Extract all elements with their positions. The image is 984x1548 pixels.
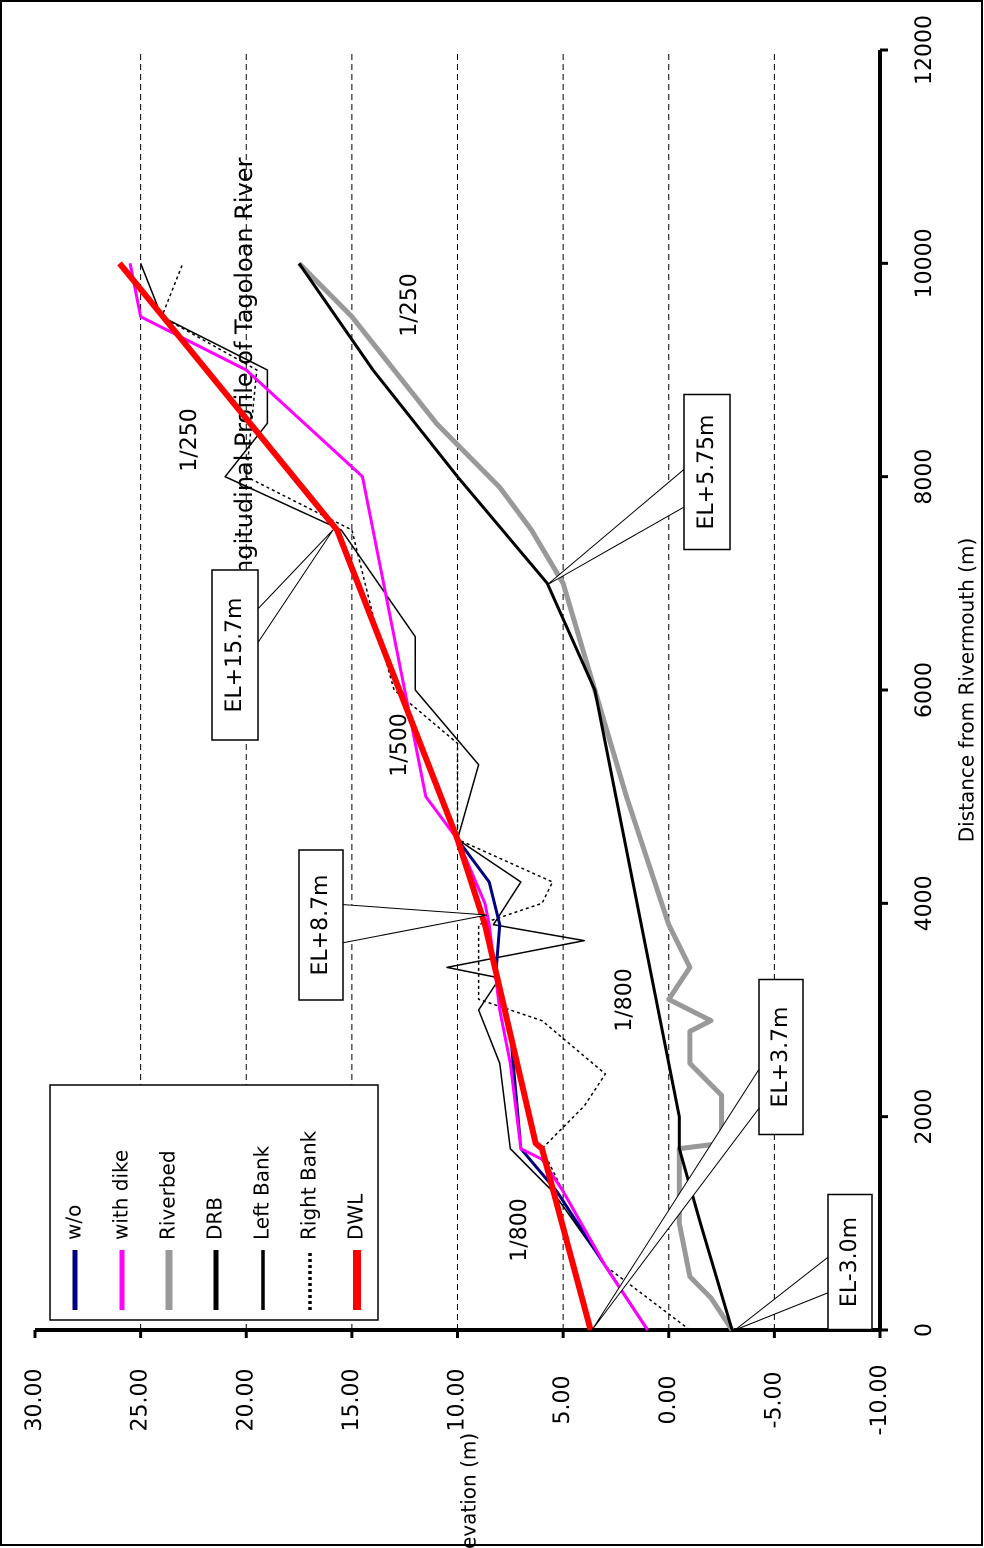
x-tick-label: 6000 bbox=[912, 662, 937, 718]
y-tick-label: 20.00 bbox=[233, 1369, 258, 1432]
data-line bbox=[297, 261, 735, 1332]
callout-pointer bbox=[591, 1033, 782, 1331]
x-tick-label: 0 bbox=[912, 1323, 937, 1337]
chart-title: Longitudinal Profile of Tagoloan River bbox=[230, 157, 258, 602]
callout-pointer bbox=[320, 902, 488, 948]
slope-label: 1/800 bbox=[612, 968, 637, 1031]
callout-box bbox=[683, 393, 731, 551]
legend-label: with dike bbox=[109, 1150, 133, 1240]
legend-label: Riverbed bbox=[156, 1150, 180, 1240]
x-tick-label: 4000 bbox=[912, 875, 937, 931]
y-tick-label: 0.00 bbox=[656, 1376, 681, 1425]
y-axis-label: Elevation (m) bbox=[457, 1433, 481, 1548]
legend-label: w/o bbox=[62, 1205, 86, 1240]
callout-box bbox=[211, 569, 259, 741]
callout-pointer bbox=[546, 448, 708, 586]
callout-label: EL+3.7m bbox=[768, 1006, 793, 1107]
y-tick-label: 10.00 bbox=[445, 1369, 470, 1432]
callout-label: EL+8.7m bbox=[308, 874, 333, 975]
y-tick-label: 15.00 bbox=[339, 1369, 364, 1432]
callout-box bbox=[298, 849, 344, 1001]
x-tick-label: 10000 bbox=[912, 228, 937, 298]
legend-label: Left Bank bbox=[250, 1145, 274, 1240]
data-line bbox=[297, 262, 734, 1331]
callout-box bbox=[827, 1193, 873, 1331]
data-line bbox=[139, 263, 649, 1331]
slope-label: 1/800 bbox=[507, 1198, 532, 1261]
x-tick-label: 12000 bbox=[912, 15, 937, 85]
callout-box bbox=[758, 978, 804, 1136]
callout-label: EL+15.7m bbox=[222, 597, 247, 712]
legend-label: DWL bbox=[344, 1193, 368, 1240]
slope-label: 1/250 bbox=[397, 273, 422, 336]
y-tick-label: 30.00 bbox=[22, 1369, 47, 1432]
legend-label: DRB bbox=[203, 1197, 227, 1240]
slope-label: 1/250 bbox=[177, 408, 202, 471]
y-tick-label: 25.00 bbox=[128, 1369, 153, 1432]
x-tick-label: 2000 bbox=[912, 1089, 937, 1145]
legend-label: Right Bank bbox=[297, 1130, 321, 1240]
y-tick-label: 5.00 bbox=[550, 1376, 575, 1425]
x-tick-label: 8000 bbox=[912, 449, 937, 505]
callout-label: EL-3.0m bbox=[837, 1217, 862, 1307]
y-tick-label: -10.00 bbox=[867, 1365, 892, 1436]
callout-label: EL+5.75m bbox=[694, 414, 719, 529]
data-line bbox=[117, 261, 594, 1331]
x-axis-label: Distance from Rivermouth (m) bbox=[955, 538, 979, 843]
y-tick-label: -5.00 bbox=[761, 1372, 786, 1429]
slope-label: 1/500 bbox=[387, 713, 412, 776]
